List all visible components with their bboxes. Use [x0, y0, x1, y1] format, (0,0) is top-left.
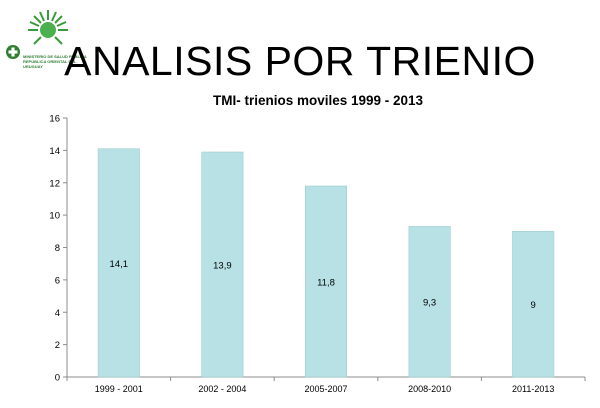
y-tick-label: 4	[55, 308, 60, 319]
y-tick-label: 16	[49, 114, 60, 125]
y-tick-label: 2	[55, 340, 60, 351]
chart-svg: TMI- trienios moviles 1999 - 2013 0 2 4 6 8 1…	[49, 93, 586, 394]
y-tick-label: 10	[49, 211, 60, 222]
y-tick-label: 8	[55, 243, 60, 254]
bar	[512, 231, 555, 378]
bar	[97, 148, 140, 378]
bar	[408, 226, 451, 378]
y-tick-label: 12	[49, 178, 60, 189]
y-tick-label: 14	[49, 146, 60, 157]
bar-chart: TMI- trienios moviles 1999 - 2013 0 2 4 6 8 1…	[0, 86, 600, 403]
bar-value-label: 9,3	[423, 298, 436, 309]
x-tick-label: 1999 - 2001	[95, 384, 143, 394]
logo-line-1: MINISTERIO DE SALUD PÚBLICA	[23, 54, 87, 59]
bar-value-label: 11,8	[317, 277, 335, 288]
bar-value-label: 9	[531, 300, 536, 311]
bar-value-label: 14,1	[110, 259, 129, 270]
y-tick-label: 6	[55, 275, 60, 286]
y-tick-label: 0	[55, 373, 60, 384]
bar	[201, 151, 244, 378]
cross-icon	[6, 45, 20, 59]
x-tick-label: 2011-2013	[512, 384, 554, 394]
bar-value-label: 13,9	[213, 260, 232, 271]
bar	[304, 185, 348, 378]
chart-bars: 14,1 13,9 11,8 9,3 9	[97, 148, 555, 378]
slide-title: ANALISIS POR TRIENIO	[64, 38, 536, 84]
x-tick-label: 2005-2007	[304, 384, 347, 394]
chart-title: TMI- trienios moviles 1999 - 2013	[213, 93, 424, 108]
x-tick-label: 2008-2010	[408, 384, 451, 394]
ministry-logo: MINISTERIO DE SALUD PÚBLICA REPÚBLICA OR…	[2, 8, 95, 69]
logo-text: MINISTERIO DE SALUD PÚBLICA REPÚBLICA OR…	[23, 54, 95, 69]
logo-line-2: REPÚBLICA ORIENTAL DEL URUGUAY	[23, 59, 77, 69]
sun-emblem-icon	[6, 10, 68, 59]
x-tick-label: 2002 - 2004	[198, 384, 246, 394]
